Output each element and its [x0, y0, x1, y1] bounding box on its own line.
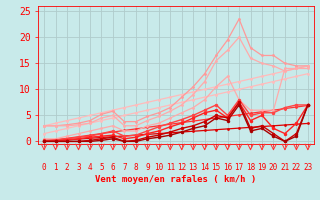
- X-axis label: Vent moyen/en rafales ( km/h ): Vent moyen/en rafales ( km/h ): [95, 175, 257, 184]
